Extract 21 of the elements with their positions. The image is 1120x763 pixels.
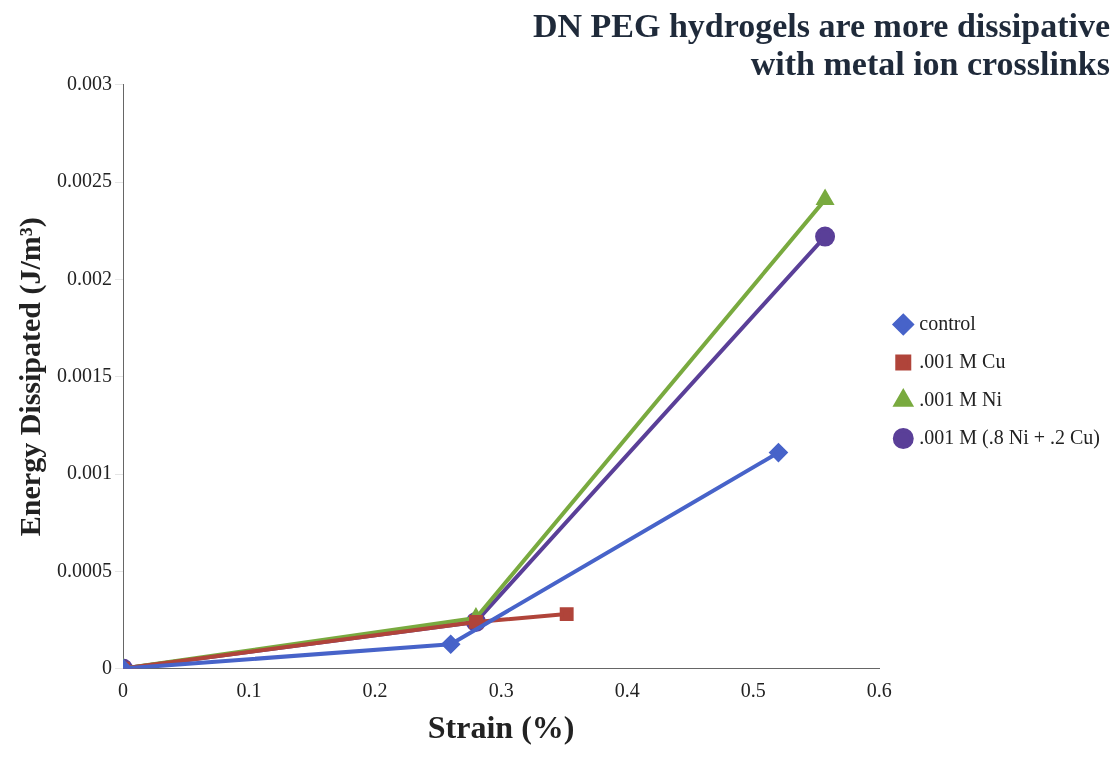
x-tick-label: 0 bbox=[118, 678, 128, 701]
y-tick-label: 0 bbox=[102, 655, 112, 678]
x-tick-label: 0.3 bbox=[488, 678, 514, 701]
x-tick-label: 0.2 bbox=[362, 678, 388, 701]
x-tick-label: 0.5 bbox=[740, 678, 766, 701]
legend-label: .001 M (.8 Ni + .2 Cu) bbox=[919, 425, 1101, 449]
x-tick-label: 0.6 bbox=[866, 678, 892, 701]
y-tick-label: 0.001 bbox=[67, 461, 112, 484]
x-tick-label: 0.4 bbox=[614, 678, 640, 701]
x-tick-label: 0.1 bbox=[236, 678, 262, 701]
y-tick-label: 0.003 bbox=[67, 72, 112, 95]
legend-label: .001 M Ni bbox=[919, 387, 1003, 410]
x-axis-title: Strain (%) bbox=[427, 709, 575, 746]
y-tick-label: 0.002 bbox=[67, 266, 112, 289]
y-tick-label: 0.0005 bbox=[57, 558, 112, 581]
y-axis-title: Energy Dissipated (J/m³) bbox=[12, 217, 47, 537]
y-tick-label: 0.0025 bbox=[57, 169, 112, 192]
chart-title: DN PEG hydrogels are more dissipative with metal ion crosslinks bbox=[532, 7, 1110, 82]
y-tick-label: 0.0015 bbox=[57, 363, 112, 386]
legend-label: .001 M Cu bbox=[919, 349, 1006, 372]
legend-label: control bbox=[919, 311, 977, 334]
